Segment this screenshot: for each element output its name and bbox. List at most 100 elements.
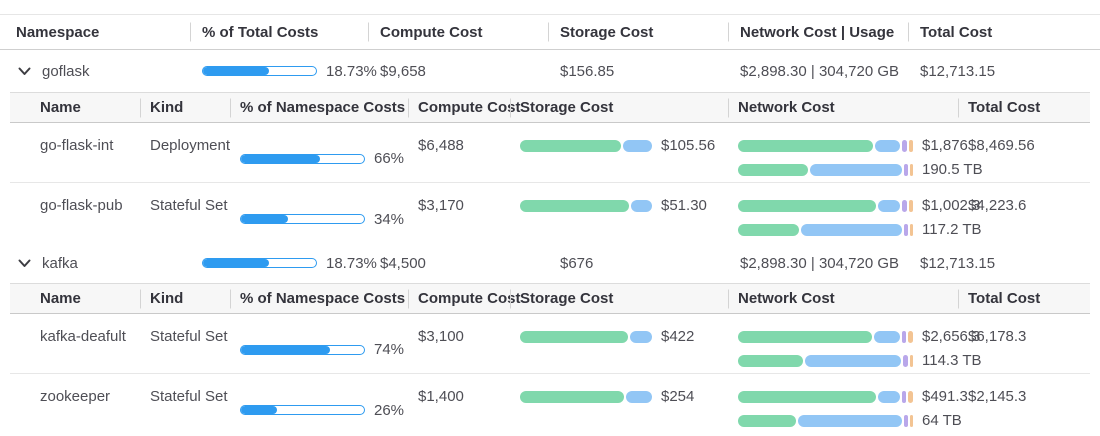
storage-cost-value: $105.56 bbox=[661, 137, 716, 154]
col-header-total-cost: Total Cost bbox=[958, 99, 1090, 116]
compute-cost-value: $4,500 bbox=[380, 254, 426, 272]
network-usage-value: 64 TB bbox=[922, 412, 962, 429]
workload-name: go-flask-int bbox=[40, 137, 114, 154]
total-cost-value: $12,713.15 bbox=[920, 62, 996, 80]
namespace-costs-bar bbox=[240, 153, 365, 164]
workload-name: go-flask-pub bbox=[40, 197, 123, 214]
compute-cost-value: $3,100 bbox=[418, 328, 464, 345]
storage-cost-cell: $105.56 bbox=[510, 135, 728, 156]
workload-name: kafka-deafult bbox=[40, 328, 126, 345]
storage-cost-value: $676 bbox=[560, 254, 594, 272]
network-cost-value: $2,656.3 bbox=[922, 328, 981, 345]
workload-row[interactable]: go-flask-pub Stateful Set 34% $3,170 $51… bbox=[10, 183, 1090, 243]
compute-cost-value: $9,658 bbox=[380, 62, 426, 80]
namespace-costs-percent: 66% bbox=[374, 150, 405, 167]
total-cost-value: $12,713.15 bbox=[920, 254, 996, 272]
col-header-storage-cost: Storage Cost bbox=[548, 24, 728, 41]
namespace-costs-percent: 34% bbox=[374, 210, 405, 228]
col-header-compute-cost: Compute Cost bbox=[408, 290, 521, 307]
storage-cost-cell: $422 bbox=[510, 326, 728, 347]
namespace-row[interactable]: kafka 18.73% $4,500 $676 $2,898.30 | 304… bbox=[0, 243, 1100, 283]
storage-cost-bar bbox=[520, 199, 652, 212]
compute-cost-value: $3,170 bbox=[418, 197, 464, 214]
network-cost-value: $1,876 bbox=[922, 137, 968, 154]
col-header-compute-cost: Compute Cost bbox=[368, 24, 548, 41]
namespace-costs-percent: 74% bbox=[374, 341, 405, 358]
storage-cost-value: $254 bbox=[661, 388, 695, 405]
workload-table: Name Kind % of Namespace Costs Compute C… bbox=[10, 92, 1090, 243]
col-header-total-pct: % of Total Costs bbox=[190, 24, 368, 41]
storage-cost-cell: $254 bbox=[510, 386, 728, 407]
col-header-storage-cost: Storage Cost bbox=[510, 99, 728, 116]
network-cost-cell: $1,876 190.5 TB bbox=[728, 135, 983, 182]
workload-row[interactable]: kafka-deafult Stateful Set 74% $3,100 $4… bbox=[10, 314, 1090, 374]
workload-row[interactable]: zookeeper Stateful Set 26% $1,400 $254 $… bbox=[10, 374, 1090, 434]
workload-row[interactable]: go-flask-int Deployment 66% $6,488 $105.… bbox=[10, 123, 1090, 183]
total-costs-percent: 18.73% bbox=[326, 62, 377, 80]
total-costs-percent: 18.73% bbox=[326, 254, 377, 272]
col-header-network-cost-usage: Network Cost | Usage bbox=[728, 24, 908, 41]
workload-table: Name Kind % of Namespace Costs Compute C… bbox=[10, 283, 1090, 434]
storage-cost-bar bbox=[520, 390, 652, 403]
col-header-name: Name bbox=[40, 290, 81, 307]
col-header-namespace: Namespace bbox=[16, 23, 100, 41]
network-cost-bar bbox=[738, 330, 913, 343]
namespace-name: kafka bbox=[42, 254, 78, 272]
network-usage-bar bbox=[738, 414, 914, 427]
network-cost-bar bbox=[738, 199, 913, 212]
namespace-costs-bar bbox=[240, 405, 365, 415]
network-cost-value: $491.3 bbox=[922, 388, 968, 405]
network-cost-bar bbox=[738, 139, 914, 152]
storage-cost-value: $51.30 bbox=[661, 197, 707, 214]
network-cost-bar bbox=[738, 390, 913, 403]
col-header-storage-cost: Storage Cost bbox=[510, 290, 728, 307]
total-cost-value: $6,178.3 bbox=[968, 328, 1027, 345]
storage-cost-bar bbox=[520, 139, 652, 152]
network-usage-bar bbox=[738, 354, 913, 367]
main-header-row: Namespace % of Total Costs Compute Cost … bbox=[0, 14, 1100, 50]
compute-cost-value: $1,400 bbox=[418, 388, 464, 405]
namespace-expander[interactable]: kafka bbox=[0, 255, 190, 272]
total-costs-bar-cell: 18.73% bbox=[190, 255, 377, 272]
network-usage-value: 190.5 TB bbox=[922, 161, 983, 178]
col-header-network-cost: Network Cost bbox=[728, 99, 958, 116]
col-header-kind: Kind bbox=[140, 99, 230, 116]
storage-cost-value: $422 bbox=[661, 328, 695, 345]
total-cost-value: $2,145.3 bbox=[968, 388, 1027, 405]
col-header-total-cost: Total Cost bbox=[908, 24, 1100, 41]
storage-cost-value: $156.85 bbox=[560, 62, 615, 80]
col-header-name: Name bbox=[40, 99, 81, 116]
col-header-compute-cost: Compute Cost bbox=[408, 99, 521, 116]
namespace-costs-bar-cell: 26% bbox=[230, 386, 408, 434]
network-cost-cell: $1,002.3 117.2 TB bbox=[728, 195, 982, 243]
total-costs-bar bbox=[202, 66, 317, 76]
namespace-costs-bar bbox=[240, 214, 365, 224]
network-cost-cell: $2,656.3 114.3 TB bbox=[728, 326, 982, 373]
network-usage-value: 117.2 TB bbox=[922, 221, 982, 238]
network-usage-value: 114.3 TB bbox=[922, 352, 982, 369]
network-cost-cell: $491.3 64 TB bbox=[728, 386, 968, 434]
network-usage-bar bbox=[738, 163, 914, 176]
col-header-kind: Kind bbox=[140, 290, 230, 307]
workload-kind: Stateful Set bbox=[150, 328, 228, 345]
workload-kind: Deployment bbox=[150, 137, 231, 154]
total-cost-value: $8,469.56 bbox=[968, 137, 1035, 154]
compute-cost-value: $6,488 bbox=[418, 137, 464, 154]
network-usage-bar bbox=[738, 223, 914, 236]
network-cost-usage-value: $2,898.30 | 304,720 GB bbox=[740, 62, 900, 80]
total-costs-bar-cell: 18.73% bbox=[190, 63, 377, 80]
col-header-total-cost: Total Cost bbox=[958, 290, 1090, 307]
chevron-down-icon[interactable] bbox=[18, 67, 31, 76]
chevron-down-icon[interactable] bbox=[18, 259, 31, 268]
namespace-costs-bar-cell: 74% bbox=[230, 326, 408, 373]
workload-name: zookeeper bbox=[40, 388, 111, 405]
workload-kind: Stateful Set bbox=[150, 197, 228, 214]
namespace-row[interactable]: goflask 18.73% $9,658 $156.85 $2,898.30 … bbox=[0, 50, 1100, 92]
network-cost-value: $1,002.3 bbox=[922, 197, 981, 214]
col-header-network-cost: Network Cost bbox=[728, 290, 958, 307]
total-cost-value: $4,223.6 bbox=[968, 197, 1027, 214]
namespace-costs-bar-cell: 34% bbox=[230, 195, 408, 243]
namespace-expander[interactable]: goflask bbox=[0, 63, 190, 80]
workload-kind: Stateful Set bbox=[150, 388, 228, 405]
